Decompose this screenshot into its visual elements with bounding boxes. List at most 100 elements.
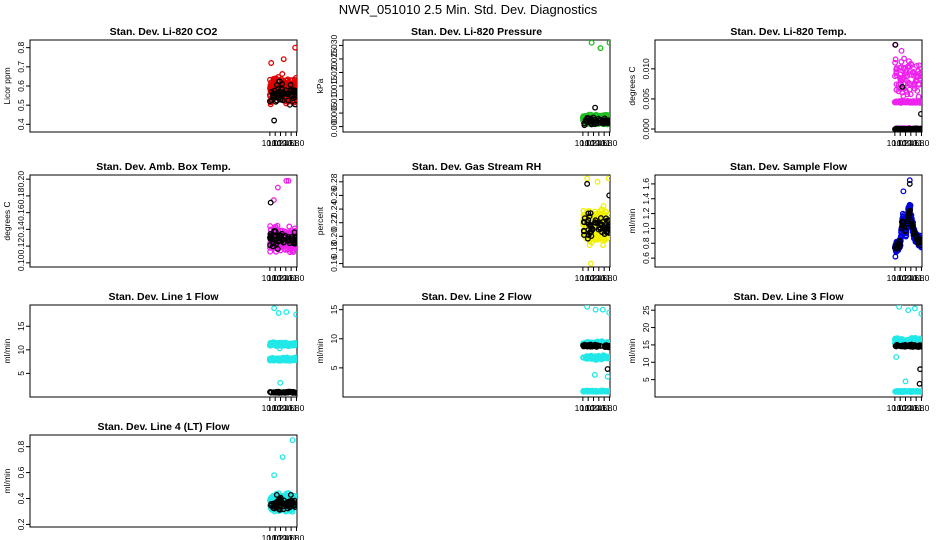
data-point <box>283 177 290 184</box>
x-tick-label: 10.0 <box>575 403 592 413</box>
data-point <box>918 336 922 343</box>
data-point <box>584 114 591 121</box>
data-point <box>893 354 900 361</box>
data-point <box>267 389 274 395</box>
data-point <box>267 199 274 206</box>
y-tick-label: 0.8 <box>641 237 651 249</box>
y-tick-label: 0.010 <box>329 89 339 111</box>
data-point <box>914 73 921 80</box>
x-tick-label: 10.2 <box>892 403 909 413</box>
data-point <box>587 354 594 360</box>
data-point <box>594 342 601 349</box>
chart-title: Stan. Dev. Gas Stream RH <box>412 161 541 173</box>
plot-frame <box>29 304 298 398</box>
data-point <box>902 71 909 77</box>
data-point <box>279 454 286 460</box>
x-tick-label: 10.6 <box>591 138 608 148</box>
x-tick-label: 10.0 <box>262 273 279 283</box>
data-point <box>913 125 920 132</box>
series-reference <box>892 41 922 132</box>
x-tick-label: 10.8 <box>283 273 300 283</box>
series-reference <box>267 199 297 252</box>
chart-panel: Stan. Dev. Line 4 (LT) Flow 10.010.210.41… <box>2 421 305 540</box>
x-tick-label: 10.0 <box>575 138 592 148</box>
data-point <box>292 44 297 51</box>
data-point <box>587 210 594 217</box>
data-points <box>891 177 922 260</box>
y-tick-label: 5 <box>329 365 339 370</box>
x-tick-label: 10.2 <box>267 403 284 413</box>
data-point <box>271 117 278 124</box>
chart-panel: Stan. Dev. Gas Stream RH 10.010.210.410.6… <box>315 161 618 283</box>
data-point <box>892 99 898 105</box>
chart-title: Stan. Dev. Line 2 Flow <box>421 291 532 303</box>
data-point <box>279 71 286 77</box>
data-point <box>606 224 610 231</box>
y-tick-label: 0.24 <box>329 201 339 218</box>
data-point <box>276 388 283 395</box>
data-point <box>273 504 280 511</box>
data-point <box>605 175 610 182</box>
data-point <box>606 192 610 199</box>
data-point <box>911 85 918 92</box>
data-point <box>267 355 273 362</box>
data-point <box>916 342 922 349</box>
data-point <box>270 240 277 247</box>
data-point <box>267 230 274 237</box>
data-point <box>279 92 286 99</box>
series-reference <box>267 388 297 396</box>
x-tick-label: 10.8 <box>283 403 300 413</box>
y-tick-label: 0.20 <box>329 228 339 245</box>
data-point <box>595 233 602 240</box>
data-point <box>892 56 899 63</box>
data-point <box>605 229 610 236</box>
x-tick-label: 10.4 <box>897 138 914 148</box>
x-tick-label: 10.2 <box>580 403 597 413</box>
data-points <box>891 305 922 396</box>
data-point <box>587 342 594 349</box>
y-tick-label: 0.8 <box>16 440 26 452</box>
x-tick-label: 10.6 <box>903 273 920 283</box>
y-tick-label: 1.6 <box>641 178 651 190</box>
y-tick-label: 0.18 <box>16 187 26 204</box>
series-reference <box>267 78 297 124</box>
y-tick-label: 10 <box>329 334 339 344</box>
y-axis-label: percent <box>315 206 325 235</box>
x-tick-label: 10.4 <box>585 273 602 283</box>
x-tick-label: 10.2 <box>580 138 597 148</box>
data-point <box>276 88 283 95</box>
data-point <box>597 45 604 52</box>
data-point <box>892 59 899 66</box>
data-point <box>908 98 915 105</box>
x-tick-label: 10.8 <box>596 273 613 283</box>
data-point <box>905 307 912 314</box>
y-tick-label: 0.2 <box>16 518 26 530</box>
x-tick-label: 10.0 <box>262 403 279 413</box>
x-tick-label: 10.4 <box>897 403 914 413</box>
data-point <box>906 86 913 93</box>
data-point <box>584 175 591 182</box>
x-tick-label: 10.0 <box>262 138 279 148</box>
data-point <box>584 305 591 310</box>
data-point <box>587 260 594 267</box>
y-axis-label: degrees C <box>627 66 637 105</box>
data-point <box>911 72 917 79</box>
data-point <box>588 117 595 124</box>
data-point <box>584 388 591 395</box>
y-tick-label: 0.4 <box>16 492 26 504</box>
data-point <box>918 310 922 317</box>
y-axis-label: kPa <box>315 78 325 93</box>
data-point <box>913 234 920 241</box>
series-reference <box>581 104 610 129</box>
data-point <box>272 355 279 362</box>
x-tick-label: 10.4 <box>272 403 289 413</box>
data-point <box>292 355 297 362</box>
chart-panel: Stan. Dev. Li-820 Pressure 10.010.210.410… <box>315 26 618 148</box>
data-point <box>898 98 905 105</box>
data-point <box>911 70 918 76</box>
data-point <box>604 373 610 380</box>
x-tick-label: 10.8 <box>908 138 925 148</box>
data-point <box>902 80 909 87</box>
chart-title: Stan. Dev. Li-820 Temp. <box>730 26 846 38</box>
x-tick-label: 11.0 <box>602 403 618 413</box>
